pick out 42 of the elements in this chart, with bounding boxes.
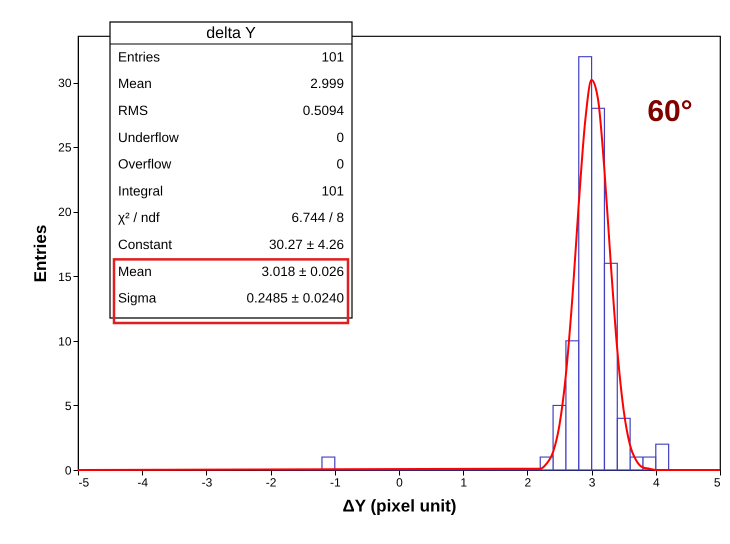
annotation: 6.744 / 8 [291,210,344,226]
x-tick-label: 2 [524,476,532,490]
annotation: 0 [336,156,344,172]
x-tick-label: 3 [588,476,596,490]
y-axis-title: Entries [31,224,50,282]
annotation: Underflow [118,130,180,145]
x-tick-label: -1 [330,476,341,490]
y-tick-label: 30 [58,76,72,90]
y-tick-label: 5 [64,398,72,413]
x-tick-label: -5 [78,476,90,490]
annotation: 60° [647,95,693,128]
y-tick-label: 10 [58,334,72,348]
y-tick-label: 0 [64,464,72,478]
annotation: 2.999 [310,76,344,92]
annotation: 30.27 ± 4.26 [269,237,344,252]
annotation: RMS [118,103,148,118]
annotation: 101 [321,49,344,64]
annotation: Constant [118,237,172,252]
x-tick-label: 0 [396,476,404,490]
x-tick-label: 5 [714,476,721,490]
annotation: Sigma [118,290,157,306]
annotation: χ² / ndf [118,210,160,226]
annotation: 101 [321,183,344,198]
y-tick-label: 25 [58,140,72,155]
x-axis-title: ΔY (pixel unit) [342,496,456,516]
annotation: Overflow [118,156,172,172]
annotation: delta Y [206,25,256,42]
annotation: Entries [118,49,160,64]
annotation: 0.5094 [302,103,344,118]
x-tick-label: -3 [202,476,213,490]
x-tick-label: 1 [460,476,468,490]
annotation: Integral [118,183,164,198]
annotation: 3.018 ± 0.026 [262,264,344,279]
y-tick-label: 15 [58,270,72,284]
annotation: 0.2485 ± 0.0240 [246,290,344,306]
x-tick-label: 4 [652,476,660,490]
x-tick-label: -2 [266,476,277,490]
y-tick-label: 20 [58,205,72,220]
annotation: Mean [118,264,152,279]
annotation: 0 [336,130,344,145]
x-tick-label: -4 [137,476,148,490]
annotation: Mean [118,76,152,92]
